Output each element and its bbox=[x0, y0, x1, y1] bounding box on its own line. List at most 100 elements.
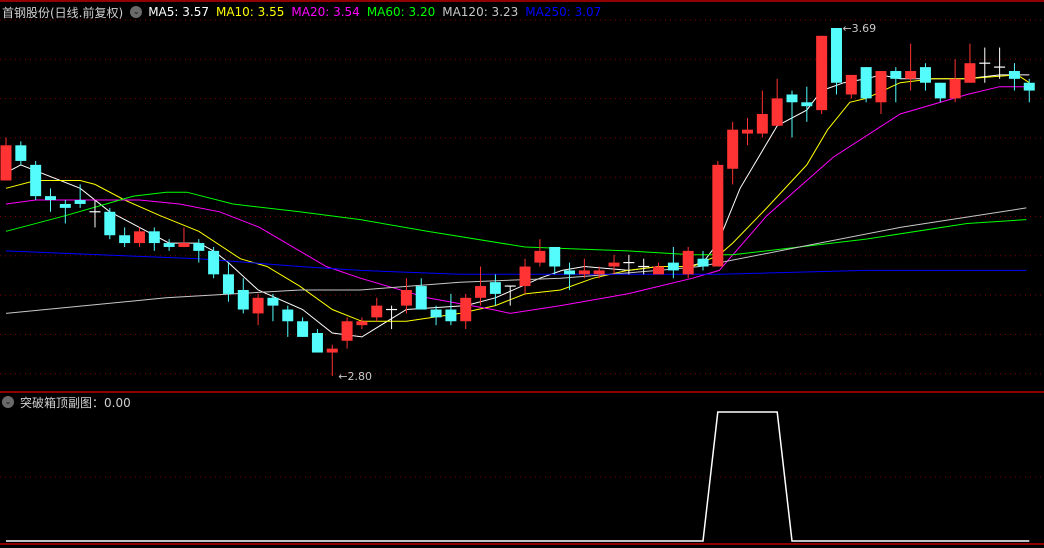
ma5-line bbox=[5, 74, 1030, 338]
candle bbox=[44, 188, 56, 212]
candle bbox=[475, 266, 487, 306]
candle-body bbox=[237, 289, 249, 310]
candle bbox=[727, 121, 739, 185]
candle bbox=[919, 63, 931, 91]
candle bbox=[667, 246, 679, 279]
candle bbox=[549, 246, 561, 275]
candle bbox=[430, 305, 442, 326]
candle-body bbox=[311, 332, 323, 353]
candle-body bbox=[771, 98, 783, 126]
main-chart-header: 首钢股份(日线.前复权) ⌄ MA5: 3.57 MA10: 3.55 MA20… bbox=[2, 4, 608, 20]
candle bbox=[104, 207, 116, 240]
chevron-down-icon[interactable]: ⌄ bbox=[2, 396, 14, 408]
candle bbox=[460, 293, 472, 330]
candle-body bbox=[964, 63, 976, 83]
candle-body bbox=[267, 297, 279, 306]
candle-body bbox=[949, 78, 961, 99]
candle-body bbox=[297, 321, 309, 337]
candle bbox=[119, 227, 131, 247]
candle bbox=[400, 278, 412, 314]
candle bbox=[133, 227, 145, 247]
candle-body bbox=[534, 250, 546, 263]
candle bbox=[371, 297, 383, 322]
candle-body bbox=[919, 67, 931, 83]
candle-body bbox=[934, 82, 946, 99]
candle-body bbox=[1023, 82, 1035, 91]
candle-body bbox=[653, 266, 665, 275]
candlestick-series[interactable] bbox=[0, 28, 1035, 376]
candle-body bbox=[119, 235, 131, 244]
candle-body bbox=[578, 270, 590, 275]
breakout-indicator-line bbox=[6, 411, 1030, 542]
candle-body bbox=[727, 129, 739, 169]
candle-body bbox=[59, 203, 71, 208]
candle-body bbox=[1008, 71, 1020, 79]
candle-body bbox=[875, 71, 887, 103]
candle bbox=[386, 305, 398, 330]
candle bbox=[771, 78, 783, 126]
candle-body bbox=[415, 286, 427, 310]
candle bbox=[1023, 78, 1035, 103]
candle bbox=[564, 262, 576, 290]
candle-body bbox=[682, 250, 694, 275]
candle bbox=[578, 258, 590, 279]
price-annotation: ←2.80 bbox=[338, 370, 372, 383]
candle-body bbox=[860, 67, 872, 99]
candle bbox=[415, 278, 427, 310]
candle bbox=[178, 227, 190, 247]
price-annotations: ←3.69 ←2.80 bbox=[338, 22, 876, 383]
candle bbox=[697, 250, 709, 271]
ma250-line bbox=[5, 250, 1027, 275]
candle bbox=[638, 258, 650, 275]
ma250-label: MA250: 3.07 bbox=[525, 5, 602, 19]
candle-body bbox=[282, 309, 294, 322]
candle-body bbox=[356, 321, 368, 326]
stock-title: 首钢股份(日线.前复权) bbox=[2, 5, 124, 20]
candle bbox=[30, 160, 42, 201]
candle bbox=[786, 90, 798, 138]
candle bbox=[297, 317, 309, 337]
candle bbox=[208, 246, 220, 279]
candle-body bbox=[489, 282, 501, 294]
candle bbox=[504, 285, 516, 306]
candle-body bbox=[104, 211, 116, 236]
candle-body bbox=[890, 71, 902, 79]
candle bbox=[237, 278, 249, 314]
ma10-label: MA10: 3.55 bbox=[215, 5, 285, 19]
candle bbox=[801, 86, 813, 122]
candle bbox=[519, 258, 531, 294]
candle bbox=[875, 71, 887, 115]
candle bbox=[489, 274, 501, 306]
moving-average-lines bbox=[5, 74, 1030, 338]
candle-body bbox=[341, 321, 353, 341]
candle bbox=[282, 305, 294, 337]
ma120-line bbox=[5, 207, 1027, 314]
candle-body bbox=[667, 262, 679, 271]
candle bbox=[949, 59, 961, 103]
candle-body bbox=[786, 94, 798, 103]
candle-body bbox=[756, 114, 768, 134]
candle-body bbox=[697, 258, 709, 267]
candle bbox=[89, 200, 101, 228]
candle-body bbox=[148, 231, 160, 244]
candle bbox=[979, 47, 991, 83]
candle bbox=[845, 74, 857, 99]
candle-body bbox=[801, 102, 813, 107]
candle-body bbox=[178, 243, 190, 247]
chevron-down-icon[interactable]: ⌄ bbox=[130, 6, 143, 18]
candle bbox=[222, 262, 234, 302]
candle-body bbox=[905, 71, 917, 79]
candle-body bbox=[445, 309, 457, 322]
candle-body bbox=[30, 164, 42, 197]
candle bbox=[445, 293, 457, 326]
candle bbox=[994, 47, 1006, 79]
candle-body bbox=[44, 196, 56, 201]
candle-body bbox=[430, 309, 442, 318]
candle bbox=[964, 43, 976, 83]
candle-body bbox=[74, 200, 86, 204]
candle-body bbox=[193, 243, 205, 251]
candle-body bbox=[830, 28, 842, 83]
candle-body bbox=[252, 297, 264, 314]
